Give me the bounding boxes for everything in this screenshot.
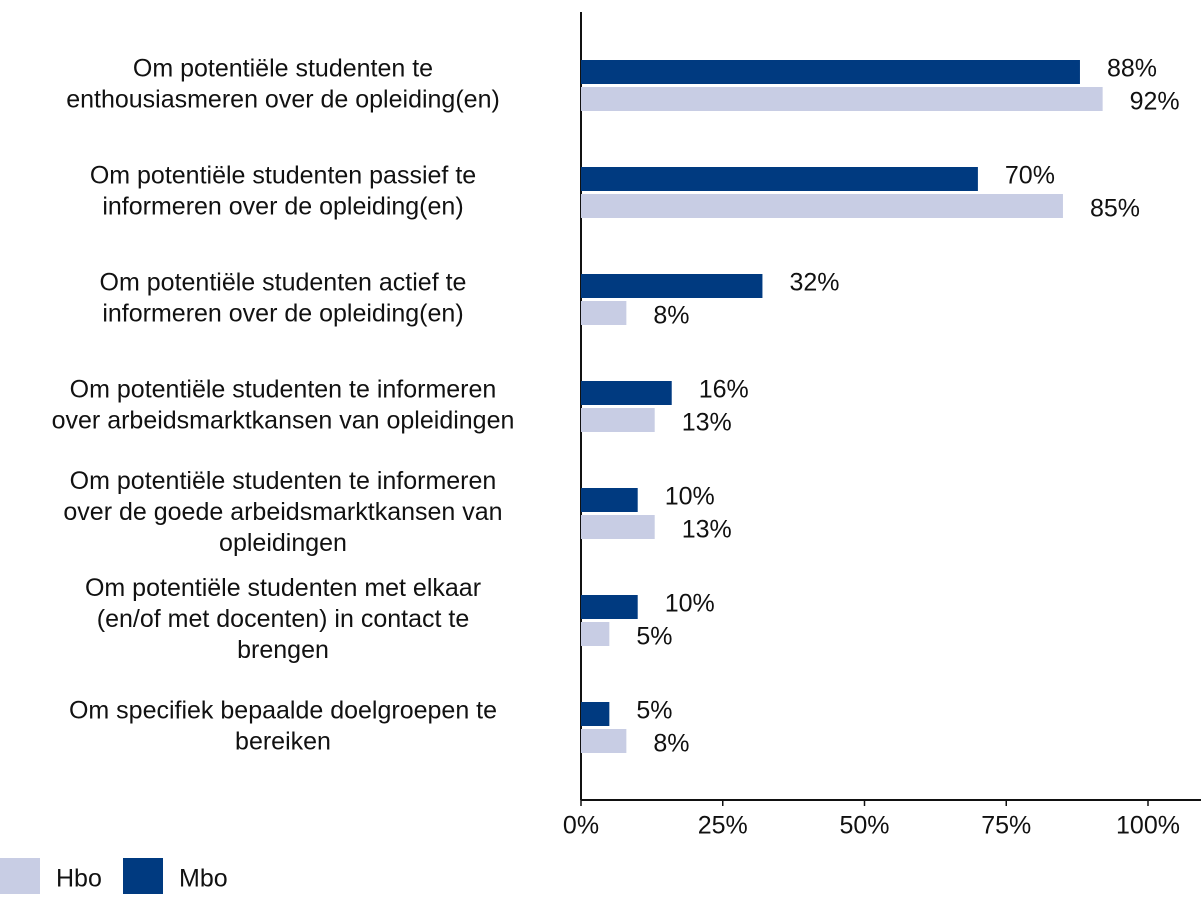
category-label: Om potentiële studenten te informeren ove… [52, 375, 515, 434]
value-label: 10% [665, 590, 715, 618]
legend-label: Mbo [179, 865, 228, 893]
bar [581, 595, 638, 619]
value-label: 8% [653, 730, 689, 758]
value-label: 85% [1090, 195, 1140, 223]
value-label: 32% [789, 269, 839, 297]
x-tick-label: 50% [839, 812, 889, 840]
legend-swatch [123, 858, 163, 894]
category-label: Om potentiële studenten actief te informe… [100, 268, 467, 327]
value-label: 5% [636, 697, 672, 725]
value-label: 8% [653, 302, 689, 330]
value-label: 13% [682, 409, 732, 437]
bar [581, 87, 1103, 111]
legend-swatch [0, 858, 40, 894]
bar [581, 488, 638, 512]
bar [581, 274, 763, 298]
bar [581, 515, 655, 539]
x-tick-label: 75% [981, 812, 1031, 840]
category-label: Om potentiële studenten te informeren ove… [63, 467, 502, 557]
value-label: 13% [682, 516, 732, 544]
bar [581, 622, 610, 646]
category-label: Om specifiek bepaalde doelgroepen te bere… [69, 696, 497, 755]
x-tick-label: 0% [563, 812, 599, 840]
legend-label: Hbo [56, 865, 102, 893]
value-label: 16% [699, 376, 749, 404]
category-label: Om potentiële studenten met elkaar (en/of… [85, 574, 481, 664]
x-tick-label: 100% [1116, 812, 1180, 840]
bar [581, 381, 672, 405]
value-label: 10% [665, 483, 715, 511]
value-label: 88% [1107, 55, 1157, 83]
bar [581, 729, 627, 753]
bar [581, 408, 655, 432]
value-label: 5% [636, 623, 672, 651]
category-label: Om potentiële studenten te enthousiasmere… [66, 54, 500, 113]
bar [581, 167, 978, 191]
bar [581, 301, 627, 325]
bar [581, 60, 1080, 84]
value-label: 70% [1005, 162, 1055, 190]
bar [581, 194, 1063, 218]
x-tick-label: 25% [698, 812, 748, 840]
bar [581, 702, 610, 726]
value-label: 92% [1130, 88, 1180, 116]
category-label: Om potentiële studenten passief te inform… [90, 161, 476, 220]
